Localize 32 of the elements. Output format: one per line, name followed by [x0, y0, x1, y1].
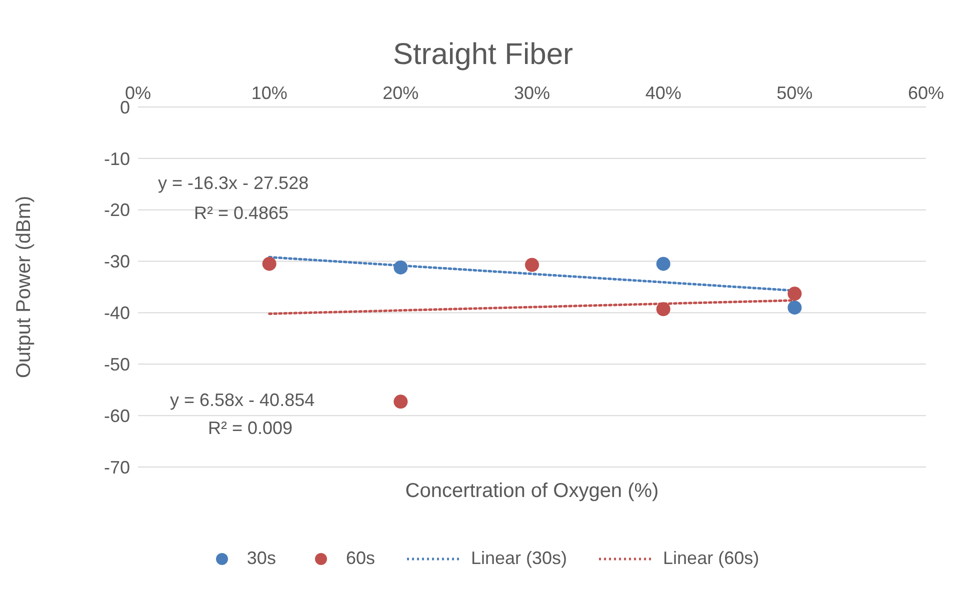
- x-axis-title: Concertration of Oxygen (%): [404, 480, 660, 503]
- annotation: y = 6.58x - 40.854: [170, 390, 315, 411]
- y-tick-label: -10: [104, 148, 130, 169]
- point: [788, 300, 802, 315]
- x-tick-label: 40%: [645, 83, 682, 103]
- annotation: y = -16.3x - 27.528: [158, 173, 309, 194]
- point: [262, 256, 276, 271]
- legend-label: 60s: [346, 548, 375, 569]
- point: [656, 256, 670, 271]
- y-tick-label: -60: [104, 406, 130, 426]
- chart-title: Straight Fiber: [392, 38, 574, 72]
- point: [394, 260, 408, 274]
- y-axis-title: Output Power (dBm): [13, 196, 36, 378]
- legend-label: 30s: [246, 548, 276, 569]
- annotation: R² = 0.009: [208, 418, 293, 439]
- y-tick-label: -50: [104, 354, 130, 375]
- x-tick-label: 10%: [251, 83, 288, 103]
- y-tick-label: -30: [104, 252, 130, 272]
- x-tick-label: 20%: [382, 83, 419, 103]
- x-tick-label: 30%: [514, 83, 550, 103]
- x-tick-label: 60%: [908, 83, 944, 103]
- point: [656, 302, 670, 316]
- point: [525, 258, 539, 272]
- point: [394, 394, 408, 409]
- legend-label: Linear (30s): [470, 548, 568, 569]
- y-tick-label: -70: [104, 457, 130, 478]
- point: [788, 286, 802, 301]
- y-tick-label: -20: [104, 200, 130, 220]
- y-tick-label: -40: [104, 303, 130, 324]
- annotation: R² = 0.4865: [194, 203, 289, 224]
- legend-label: Linear (60s): [663, 548, 760, 569]
- x-tick-label: 50%: [776, 83, 813, 103]
